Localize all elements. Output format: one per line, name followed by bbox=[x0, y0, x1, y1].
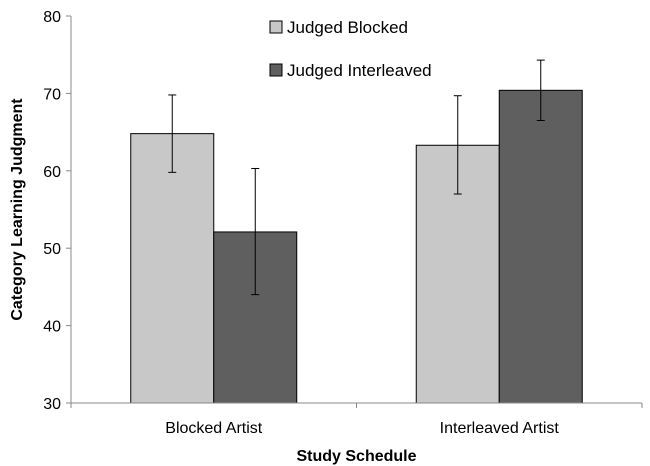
y-tick-label: 80 bbox=[43, 9, 61, 26]
y-tick-label: 40 bbox=[43, 319, 61, 336]
y-tick-label: 70 bbox=[43, 86, 61, 103]
bar bbox=[498, 89, 583, 404]
x-tick-label: Interleaved Artist bbox=[440, 420, 560, 437]
error-bars bbox=[168, 59, 545, 296]
legend-swatch bbox=[269, 63, 283, 77]
y-axis-ticks: 30 40 50 60 70 80 bbox=[43, 9, 71, 413]
x-tick-label: Blocked Artist bbox=[165, 420, 262, 437]
bar bbox=[130, 133, 215, 404]
legend-label: Judged Interleaved bbox=[287, 61, 432, 80]
y-axis-title: Category Learning Judgment bbox=[9, 98, 26, 321]
y-tick-label: 60 bbox=[43, 164, 61, 181]
x-axis-ticks: Blocked Artist Interleaved Artist bbox=[70, 403, 643, 437]
bars bbox=[130, 89, 583, 404]
legend: Judged Blocked Judged Interleaved bbox=[269, 18, 432, 80]
x-axis-title: Study Schedule bbox=[296, 448, 416, 465]
legend-swatch bbox=[269, 20, 283, 34]
y-tick-label: 30 bbox=[43, 396, 61, 413]
y-tick-label: 50 bbox=[43, 241, 61, 258]
legend-label: Judged Blocked bbox=[287, 18, 408, 37]
